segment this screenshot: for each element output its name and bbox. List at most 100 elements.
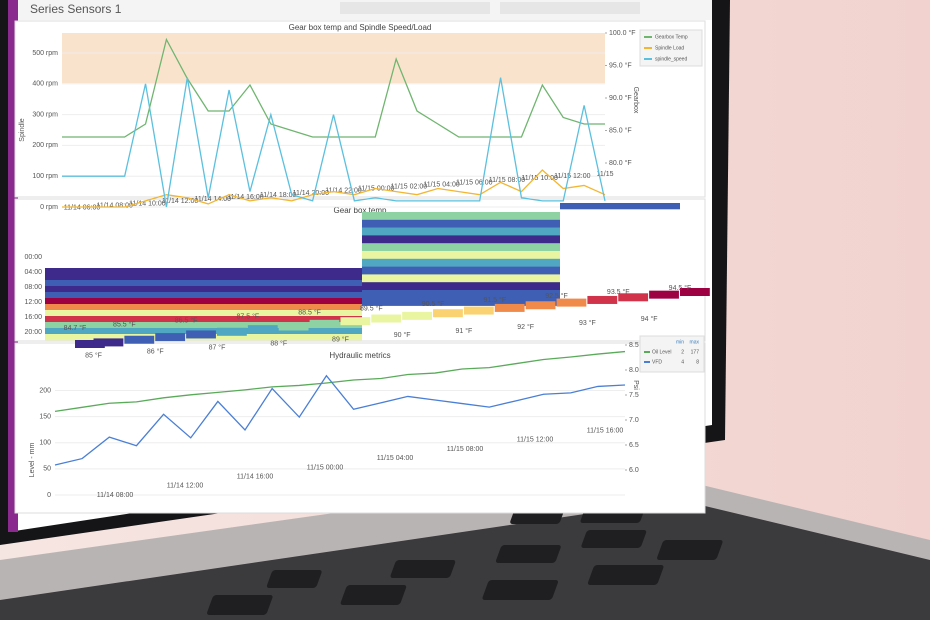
colorbar-cell [340, 317, 371, 326]
colorbar-label: 92.5 °F [545, 292, 568, 300]
colorbar-label: 84.7 °F [64, 324, 87, 332]
colorbar-cell [463, 306, 494, 315]
x-tick-label: 11/14 12:00 [162, 198, 199, 205]
y2-tick-label: 8.0 [629, 367, 639, 374]
colorbar-cell [278, 322, 309, 331]
colorbar-cell [371, 314, 402, 323]
keyboard [0, 500, 930, 620]
legend-label: Oil Level [652, 349, 671, 355]
colorbar-label: 93 °F [579, 319, 596, 327]
legend-value: 2 [681, 349, 684, 355]
colorbar-label: 85.5 °F [113, 321, 136, 329]
colorbar-label: 92 °F [517, 323, 534, 331]
x-tick-label: 11/14 08:00 [96, 202, 133, 209]
legend-label: Spindle Load [655, 45, 684, 51]
time-picker[interactable] [500, 2, 640, 14]
colorbar-label: 91 °F [456, 327, 473, 335]
heatmap-cell [362, 243, 560, 252]
x-tick-label: 11/15 04:00 [377, 455, 414, 462]
heatmap-cell [45, 292, 362, 299]
heatmap-cell [362, 274, 560, 283]
axis-label: Level - mm [29, 443, 36, 478]
x-tick-label: 11/15 08:00 [489, 177, 526, 184]
x-tick-label: 11/14 08:00 [97, 492, 134, 499]
heatmap-cell [45, 280, 362, 287]
colorbar-cell [75, 340, 105, 348]
heatmap-cell [45, 322, 362, 329]
y-tick-label: 100 [39, 440, 51, 447]
colorbar-cell [93, 338, 124, 347]
y-tick-label: 04:00 [24, 269, 42, 276]
colorbar-cell [309, 319, 340, 328]
colorbar-cell [587, 295, 618, 304]
heatmap-cell [45, 298, 362, 305]
panel-title: Gear box temp and Spindle Speed/Load [289, 23, 432, 32]
colorbar-label: 94 °F [641, 315, 658, 323]
heatmap-cell [45, 304, 362, 311]
legend-value: 177 [691, 349, 700, 355]
colorbar-label: 85 °F [85, 352, 102, 360]
x-tick-label: 11/15 [597, 171, 614, 178]
colorbar-cell [433, 309, 463, 318]
x-tick-label: 11/15 12:00 [554, 173, 591, 180]
colorbar-cell [649, 290, 679, 299]
colorbar-label: 90 °F [394, 331, 411, 339]
heatmap-cell [362, 235, 560, 244]
toolbar[interactable] [340, 2, 490, 14]
y2-tick-label: 7.0 [629, 417, 639, 424]
y-tick-label: 200 [39, 387, 51, 394]
y-tick-label: 200 rpm [32, 142, 58, 149]
colorbar-label: 88 °F [270, 339, 287, 347]
y-tick-label: 08:00 [24, 284, 42, 291]
y-tick-label: 16:00 [24, 314, 42, 321]
colorbar-cell [247, 325, 278, 334]
y2-tick-label: 7.5 [629, 392, 639, 399]
legend-value: 4 [681, 359, 684, 365]
heatmap-cell [362, 266, 560, 275]
y-tick-label: 00:00 [24, 254, 42, 261]
y-tick-label: 0 [47, 492, 51, 499]
y2-tick-label: 80.0 °F [609, 159, 632, 167]
heatmap-cell [362, 251, 560, 260]
x-tick-label: 11/14 12:00 [167, 483, 204, 490]
y2-tick-label: 100.0 °F [609, 29, 636, 37]
x-tick-label: 11/14 06:00 [64, 205, 101, 212]
series-line [62, 169, 606, 208]
heatmap-cell [362, 297, 560, 306]
legend-header: min [676, 339, 684, 345]
heatmap-cell [45, 274, 362, 281]
axis-label: Psi [632, 380, 639, 390]
keys [207, 505, 723, 615]
x-tick-label: 11/15 16:00 [587, 427, 624, 434]
y-tick-label: 50 [43, 466, 51, 473]
panel-title: Gear box temp [334, 206, 387, 215]
panel [14, 342, 706, 514]
colorbar-cell [525, 301, 556, 310]
x-tick-label: 11/15 10:00 [521, 175, 558, 182]
axis-label: Spindle [19, 118, 26, 141]
colorbar-label: 94.5 °F [669, 284, 692, 292]
colorbar-cell [402, 311, 433, 320]
x-tick-label: 11/15 12:00 [517, 437, 554, 444]
y-tick-label: 400 rpm [32, 81, 58, 88]
sidebar [8, 0, 18, 532]
panel-title: Hydraulic metrics [329, 351, 390, 360]
heatmap-cell [362, 290, 560, 299]
x-tick-label: 11/14 20:00 [293, 190, 330, 197]
colorbar-cell [494, 303, 525, 312]
colorbar-label: 89 °F [332, 335, 349, 343]
colorbar-cell [618, 293, 649, 302]
colorbar-cell [124, 335, 155, 344]
threshold-band [62, 33, 605, 83]
legend-value: 8 [696, 359, 699, 365]
x-tick-label: 11/14 16:00 [237, 474, 274, 481]
colorbar-cell [556, 298, 587, 307]
y2-tick-label: 90.0 °F [609, 94, 632, 102]
x-tick-label: 11/14 22:00 [325, 188, 362, 195]
y-tick-label: 150 [39, 413, 51, 420]
legend-header: max [690, 339, 700, 345]
y-tick-label: 20:00 [24, 329, 42, 336]
heatmap-cell [362, 258, 560, 267]
x-tick-label: 11/15 08:00 [447, 446, 484, 453]
colorbar-cell [155, 333, 186, 342]
